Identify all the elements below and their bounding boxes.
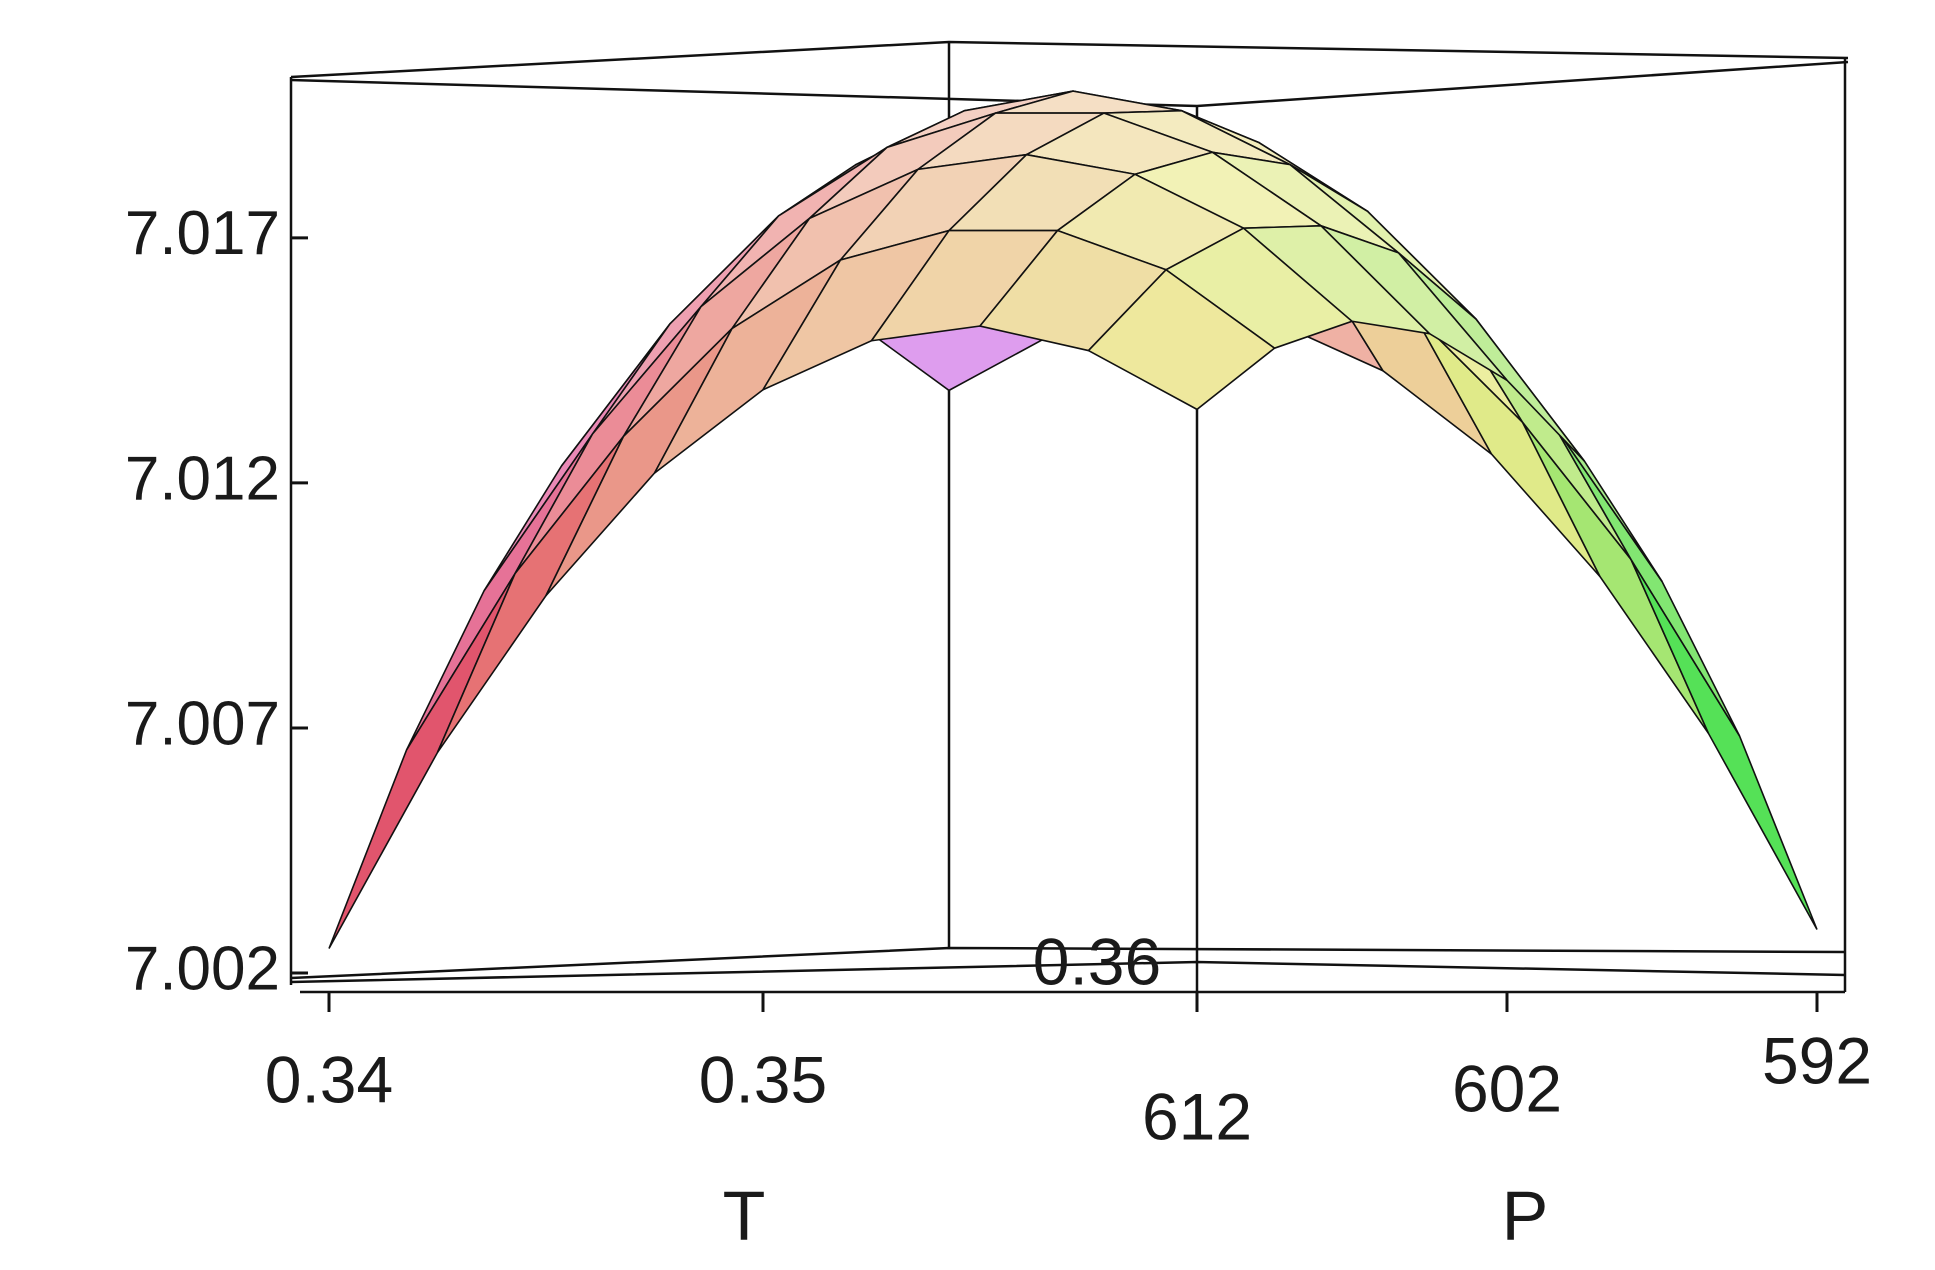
z-tick-label: 7.012 xyxy=(125,444,280,513)
x-axis-label: T xyxy=(723,1176,766,1254)
x-tick-label: 0.35 xyxy=(699,1042,827,1116)
y-tick-label: 602 xyxy=(1452,1051,1562,1125)
x-tick-label: 0.36 xyxy=(1033,924,1161,998)
y-tick-label: 592 xyxy=(1762,1023,1872,1097)
z-tick-label: 7.017 xyxy=(125,199,280,268)
z-tick-label: 7.007 xyxy=(125,689,280,758)
y-tick-label: 612 xyxy=(1142,1079,1252,1153)
surface-patch xyxy=(1087,268,1276,411)
x-tick-label: 0.34 xyxy=(265,1042,393,1116)
z-tick-label: 7.002 xyxy=(125,934,280,1003)
y-axis-label: P xyxy=(1502,1176,1549,1254)
